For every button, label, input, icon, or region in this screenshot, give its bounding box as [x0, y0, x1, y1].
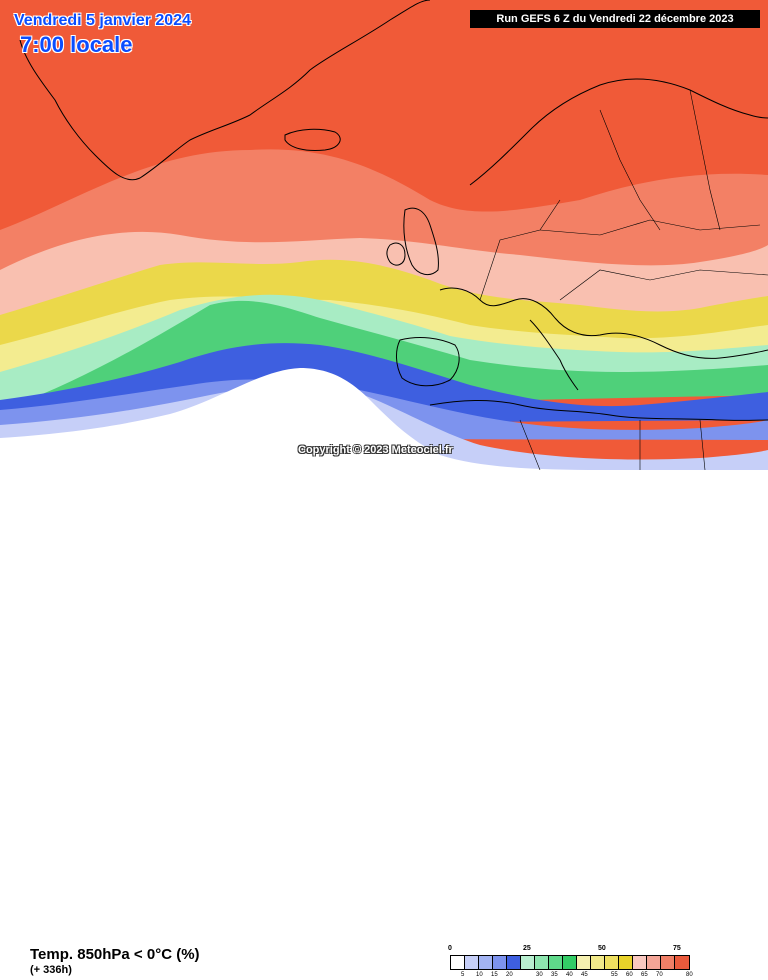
legend-minor-label: 15 — [491, 972, 498, 978]
copyright-text: Copyright © 2023 Meteociel.fr — [298, 444, 453, 456]
legend-minor-label: 55 — [611, 972, 618, 978]
legend-swatch — [661, 956, 675, 969]
forecast-date: Vendredi 5 janvier 2024 — [14, 12, 191, 29]
legend-swatch — [633, 956, 647, 969]
legend-minor-label: 70 — [656, 972, 663, 978]
lead-time-label: (+ 336h) — [30, 964, 72, 976]
britain-coast — [403, 207, 439, 276]
parameter-title: Temp. 850hPa < 0°C (%) — [30, 946, 200, 963]
legend-swatch — [647, 956, 661, 969]
border-line-8 — [699, 419, 706, 470]
border-line-2 — [539, 219, 761, 236]
legend-color-bar — [450, 955, 690, 970]
legend-swatch — [563, 956, 577, 969]
italy-coast — [529, 319, 579, 391]
legend-swatch — [465, 956, 479, 969]
map-canvas — [0, 0, 768, 470]
legend-major-label: 25 — [523, 945, 531, 952]
legend-swatch — [605, 956, 619, 969]
legend-major-label: 50 — [598, 945, 606, 952]
legend-swatch — [549, 956, 563, 969]
legend-minor-label: 20 — [506, 972, 513, 978]
legend-swatch — [577, 956, 591, 969]
map-footer: Temp. 850hPa < 0°C (%) (+ 336h) 0 25 50 … — [0, 470, 768, 978]
run-info-banner: Run GEFS 6 Z du Vendredi 22 décembre 202… — [470, 10, 760, 28]
legend-minor-label: 35 — [551, 972, 558, 978]
ireland-coast — [386, 242, 406, 266]
border-line-4 — [599, 109, 661, 231]
border-line-3 — [559, 269, 768, 301]
legend-swatch — [591, 956, 605, 969]
legend-swatch — [507, 956, 521, 969]
greenland-coast — [19, 0, 431, 181]
legend-swatch — [521, 956, 535, 969]
legend-minor-label: 30 — [536, 972, 543, 978]
legend-swatch — [535, 956, 549, 969]
legend-major-label: 75 — [673, 945, 681, 952]
legend-minor-label: 5 — [461, 972, 465, 978]
legend-minor-label: 45 — [581, 972, 588, 978]
probability-map: Vendredi 5 janvier 2024 7:00 locale Run … — [0, 0, 768, 470]
north-africa-coast — [429, 400, 768, 421]
border-line-5 — [689, 89, 721, 231]
color-legend: 0 25 50 75 5 10 15 20 30 35 40 45 55 60 65 70 80 — [440, 942, 758, 980]
border-layer — [479, 89, 768, 470]
europe-coast — [439, 287, 768, 359]
legend-swatch — [479, 956, 493, 969]
legend-swatch — [451, 956, 465, 969]
scandinavia-coast — [469, 78, 768, 186]
legend-minor-label: 40 — [566, 972, 573, 978]
iceland-coast — [284, 128, 341, 151]
iberia-coast — [396, 337, 460, 387]
legend-swatch — [675, 956, 689, 969]
legend-minor-label: 80 — [686, 972, 693, 978]
legend-swatch — [493, 956, 507, 969]
legend-minor-label: 10 — [476, 972, 483, 978]
legend-minor-label: 65 — [641, 972, 648, 978]
legend-major-label: 0 — [448, 945, 452, 952]
prob-band-white — [0, 368, 600, 470]
coastline-layer — [19, 0, 768, 421]
border-line-6 — [519, 419, 541, 470]
border-line-1 — [479, 199, 561, 301]
legend-swatch — [619, 956, 633, 969]
legend-minor-label: 60 — [626, 972, 633, 978]
forecast-local-time: 7:00 locale — [20, 32, 133, 57]
